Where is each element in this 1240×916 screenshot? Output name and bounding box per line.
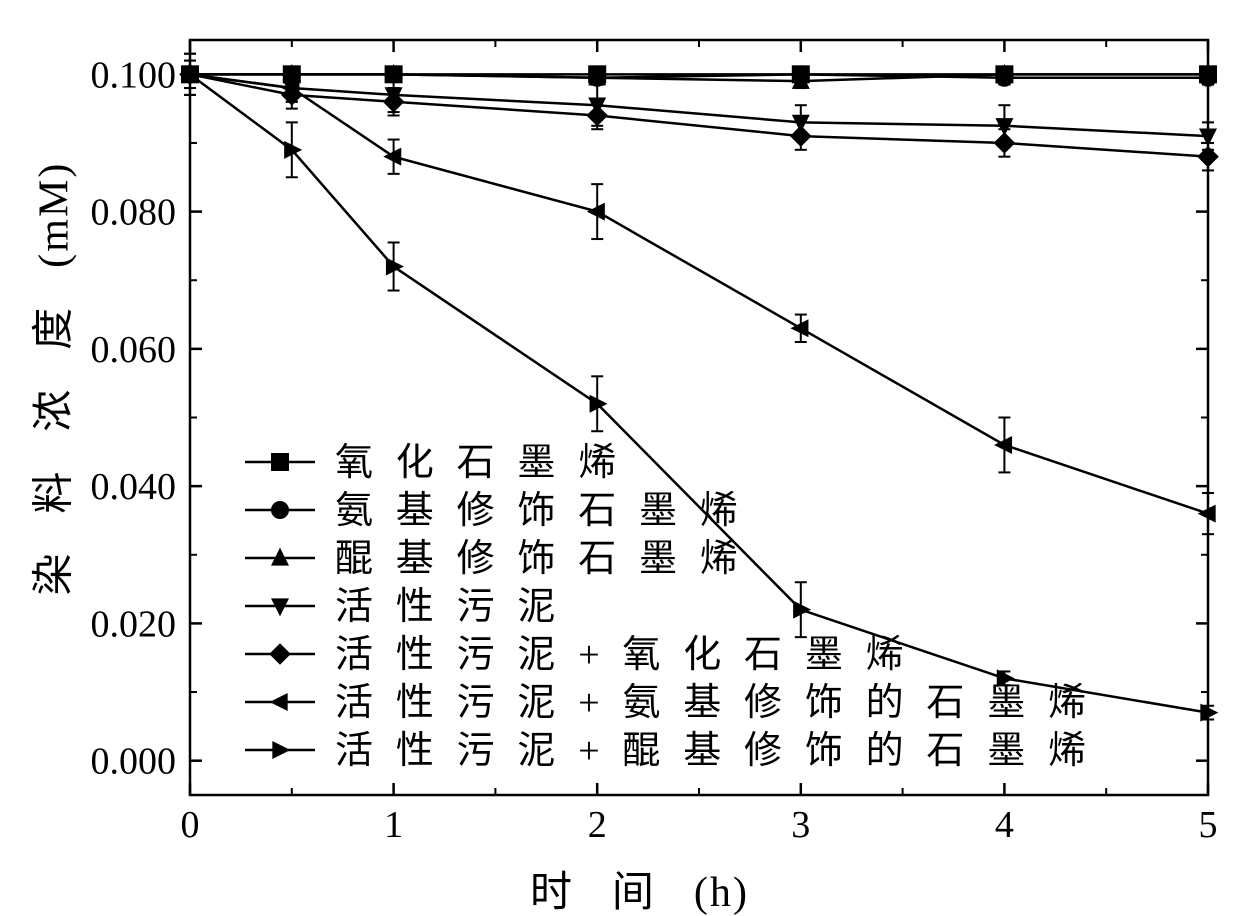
x-tick-label: 0 bbox=[181, 804, 200, 846]
chart-root: 0 1 2 3 4 5 0.000 0.020 0.040 0.060 0.080 0.100 氧化石墨… bbox=[0, 0, 1240, 916]
legend-item: 活性污泥+醌基修饰的石墨烯 bbox=[245, 730, 1109, 772]
y-axis-label-cn: 染 料 浓 度 bbox=[32, 293, 78, 595]
legend-item: 氧化石墨烯 bbox=[245, 442, 639, 484]
x-tick-label: 5 bbox=[1199, 804, 1218, 846]
x-axis-label: 时 间 (h) bbox=[530, 858, 749, 916]
legend-label: 活性污泥 bbox=[335, 586, 578, 628]
legend-label: 醌基修饰石墨烯 bbox=[335, 538, 761, 580]
s4-sludge bbox=[181, 54, 1217, 150]
y-tick-label: 0.100 bbox=[91, 54, 177, 96]
x-axis-label-unit: (h) bbox=[694, 870, 749, 916]
x-tick-label: 4 bbox=[995, 804, 1014, 846]
legend-item: 活性污泥 bbox=[245, 586, 578, 628]
y-tick-label: 0.060 bbox=[91, 329, 177, 371]
legend-label: 氧化石墨烯 bbox=[335, 442, 639, 484]
x-tick-label: 1 bbox=[384, 804, 403, 846]
legend-item: 活性污泥+氨基修饰的石墨烯 bbox=[245, 682, 1109, 724]
y-axis-label: 染 料 浓 度 (mM) bbox=[20, 236, 81, 596]
s2-amino bbox=[181, 65, 1217, 86]
x-tick-label: 2 bbox=[588, 804, 607, 846]
y-tick-label: 0.040 bbox=[91, 466, 177, 508]
legend-label: 活性污泥+氧化石墨烯 bbox=[335, 634, 926, 676]
legend-label: 活性污泥+氨基修饰的石墨烯 bbox=[335, 682, 1109, 724]
y-axis-label-unit: (mM) bbox=[32, 162, 78, 268]
legend-label: 活性污泥+醌基修饰的石墨烯 bbox=[335, 730, 1109, 772]
legend-item: 氨基修饰石墨烯 bbox=[245, 490, 761, 532]
legend-item: 活性污泥+氧化石墨烯 bbox=[245, 634, 926, 676]
y-tick-label: 0.080 bbox=[91, 192, 177, 234]
legend: 氧化石墨烯氨基修饰石墨烯醌基修饰石墨烯活性污泥活性污泥+氧化石墨烯活性污泥+氨基… bbox=[245, 442, 1109, 772]
chart-svg: 0 1 2 3 4 5 0.000 0.020 0.040 0.060 0.080 0.100 氧化石墨… bbox=[0, 0, 1240, 916]
y-tick-label: 0.000 bbox=[91, 741, 177, 783]
x-tick-label: 3 bbox=[791, 804, 810, 846]
legend-label: 氨基修饰石墨烯 bbox=[335, 490, 761, 532]
x-axis-label-cn: 时 间 bbox=[530, 870, 669, 916]
y-tick-label: 0.020 bbox=[91, 603, 177, 645]
legend-item: 醌基修饰石墨烯 bbox=[245, 538, 761, 580]
